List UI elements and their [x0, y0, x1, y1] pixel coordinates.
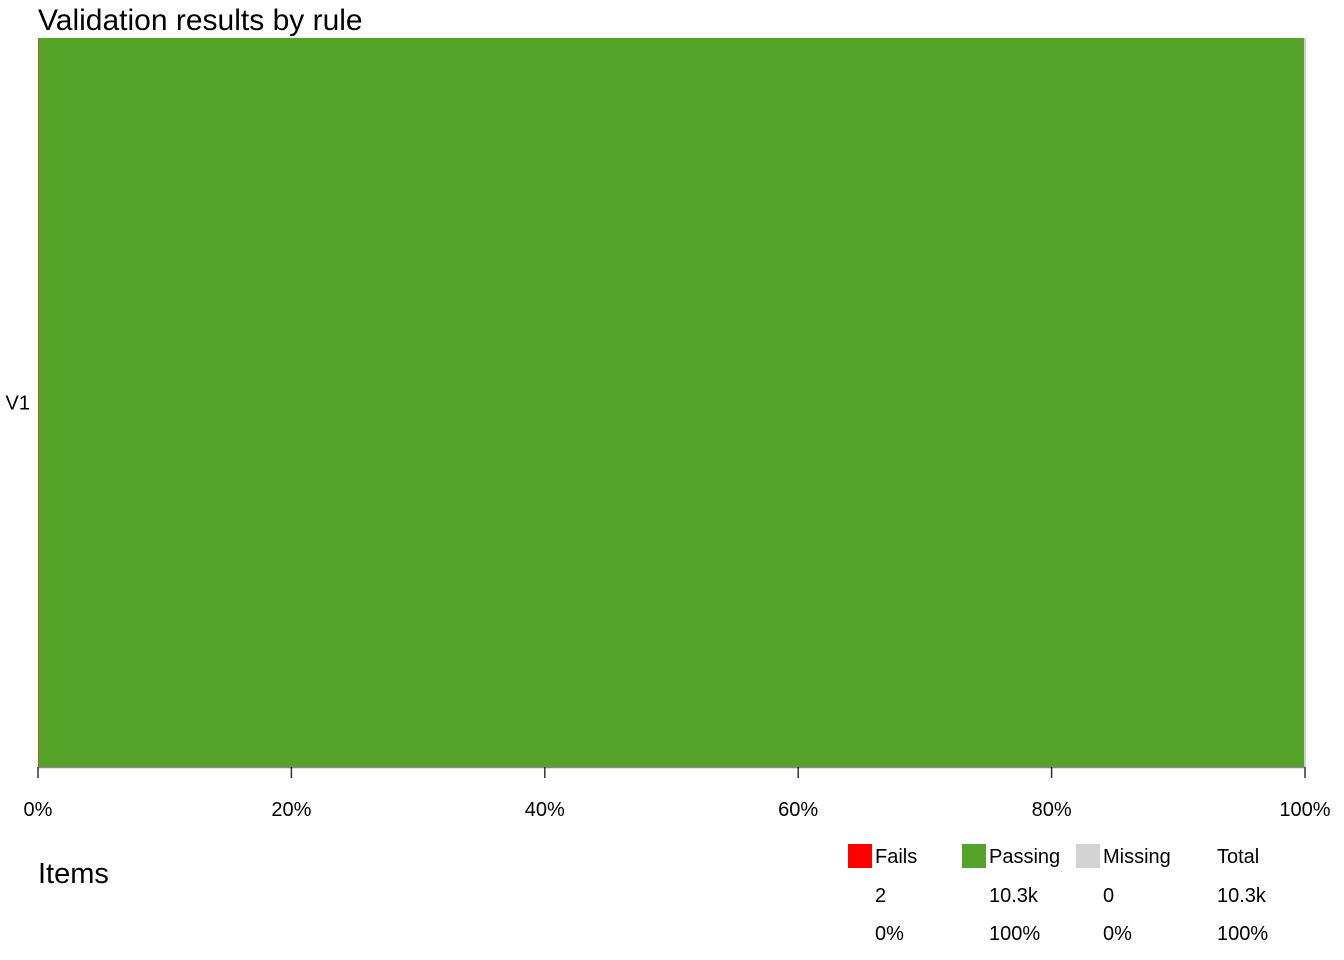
legend: Fails 2 0% Passing 10.3k 100% Missing 0 … — [848, 840, 1328, 956]
fails-count: 2 — [875, 885, 887, 907]
bar-fails-v1 — [38, 38, 39, 767]
x-tick-label: 40% — [525, 799, 565, 821]
x-tick-label: 80% — [1032, 799, 1072, 821]
items-label: Items — [38, 858, 109, 890]
chart-plot: V1 0% 20% 40% 60% 80% 100% — [6, 38, 1331, 821]
x-tick-label: 60% — [778, 799, 818, 821]
passing-label: Passing — [989, 846, 1061, 868]
missing-swatch — [1076, 844, 1100, 868]
y-tick-label-v1: V1 — [6, 393, 30, 415]
x-tick-label: 100% — [1279, 799, 1330, 821]
passing-percent: 100% — [989, 923, 1041, 945]
total-count: 10.3k — [1217, 885, 1266, 907]
fails-swatch — [848, 844, 872, 868]
x-tick-label: 20% — [271, 799, 311, 821]
fails-label: Fails — [875, 846, 918, 868]
x-tick-label: 0% — [24, 799, 53, 821]
passing-count: 10.3k — [989, 885, 1038, 907]
missing-label: Missing — [1103, 846, 1171, 868]
missing-count: 0 — [1103, 885, 1115, 907]
total-percent: 100% — [1217, 923, 1269, 945]
chart-title: Validation results by rule — [38, 4, 363, 37]
fails-percent: 0% — [875, 923, 904, 945]
total-label: Total — [1217, 846, 1260, 868]
bar-passing-v1 — [38, 38, 1305, 767]
passing-swatch — [962, 844, 986, 868]
missing-percent: 0% — [1103, 923, 1132, 945]
